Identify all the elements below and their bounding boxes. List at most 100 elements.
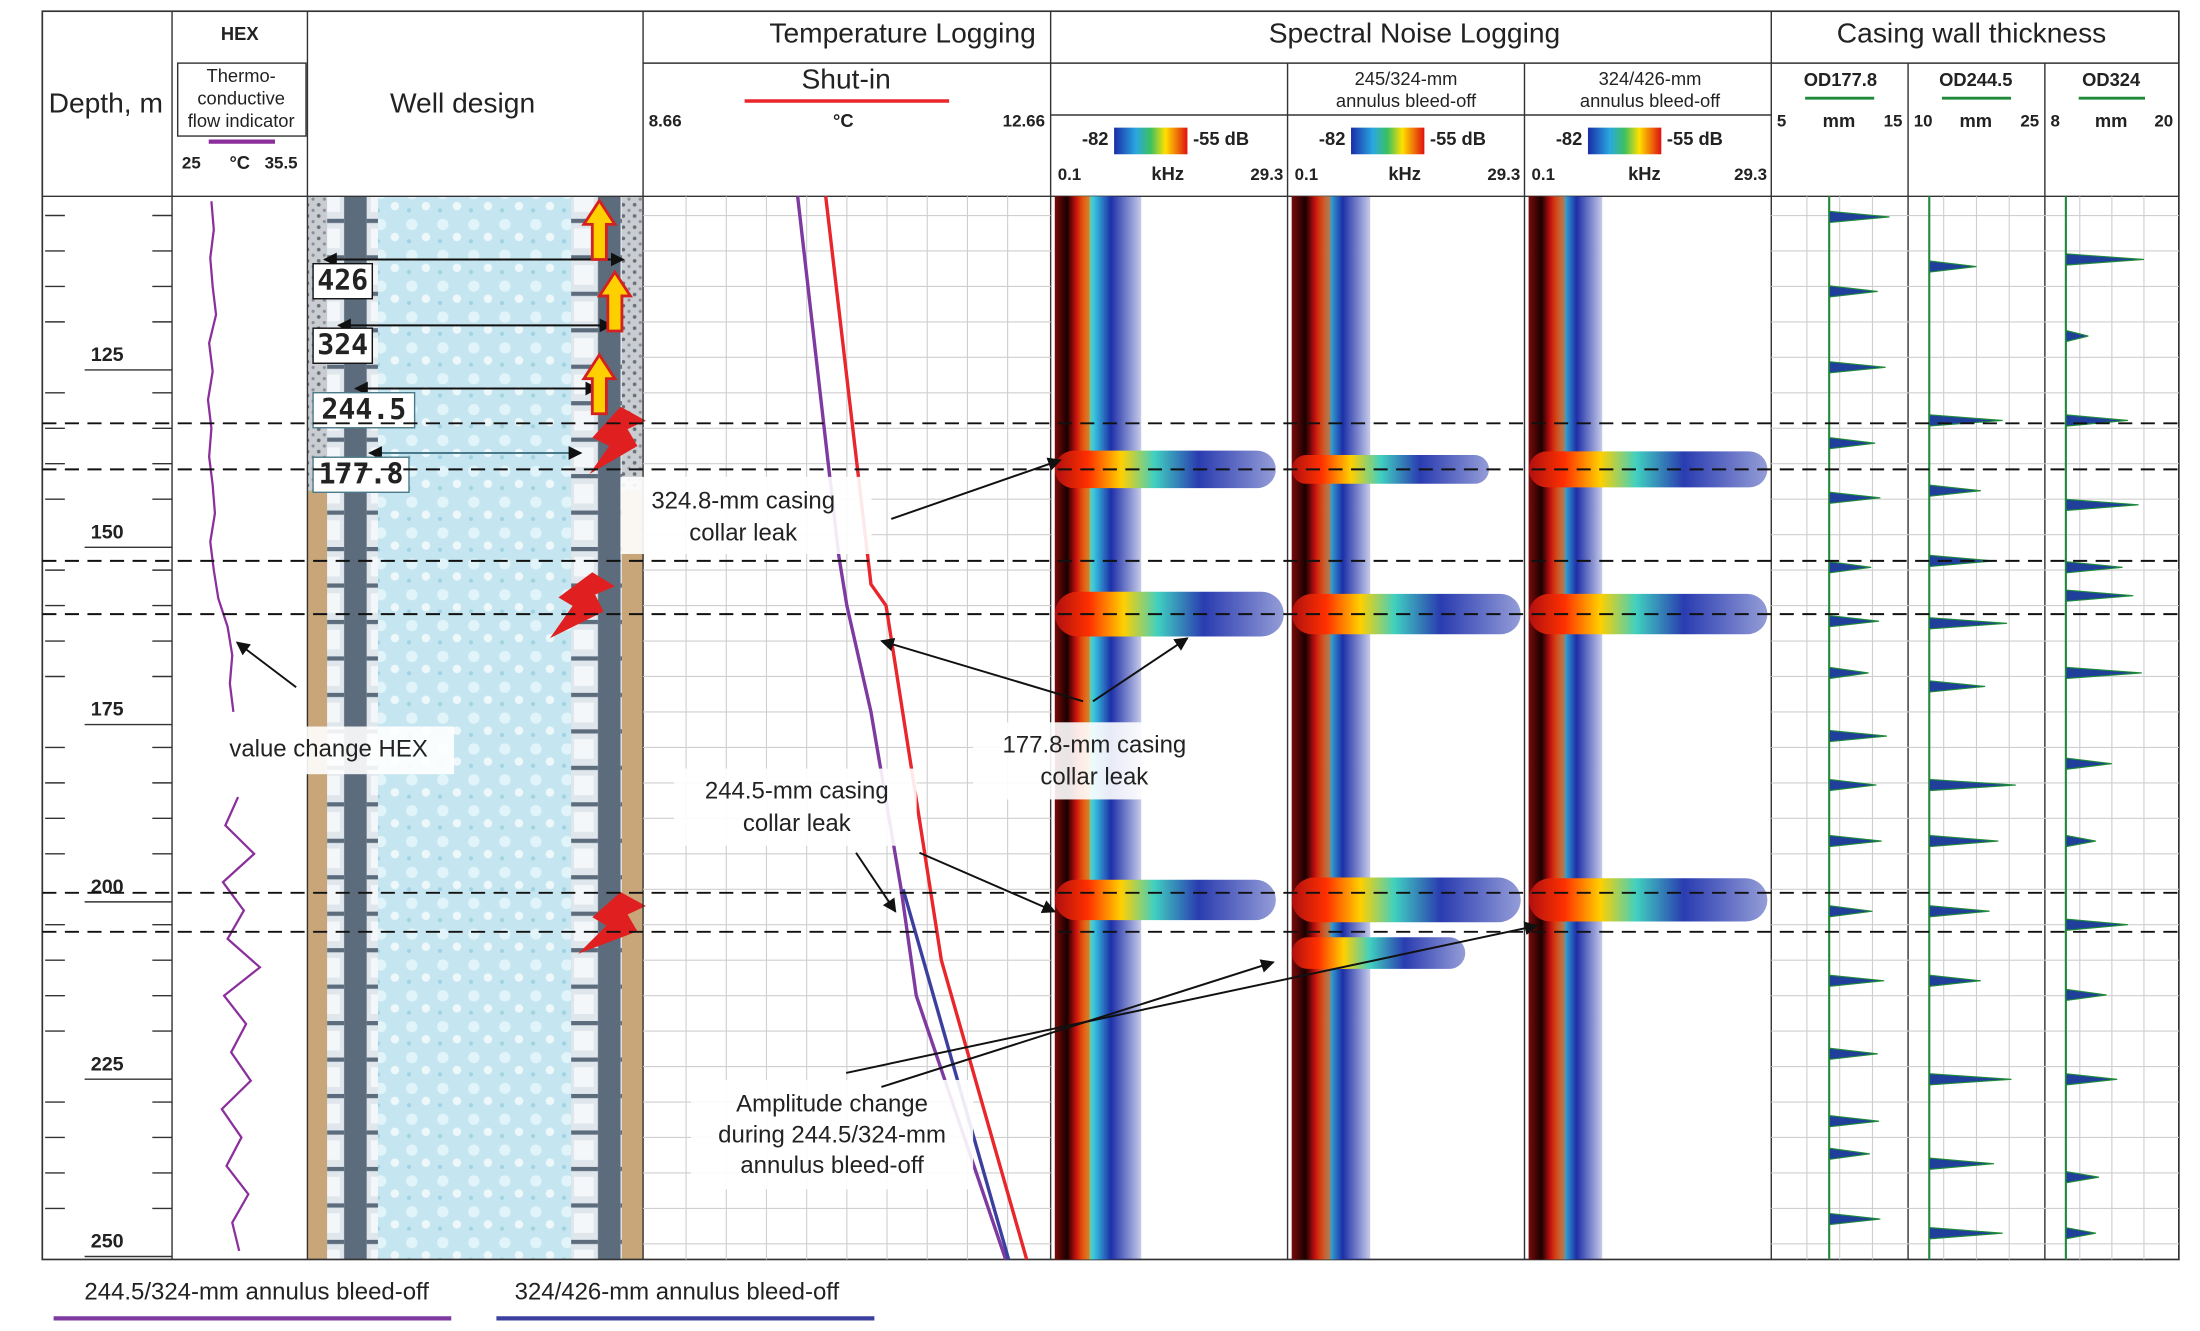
colorbar <box>1587 127 1662 155</box>
collar-spike <box>2065 561 2123 574</box>
collar-spike <box>1928 974 1981 987</box>
title-box <box>176 62 307 137</box>
casing-label: 426 <box>317 264 368 297</box>
colorbar-label: -55 dB <box>1193 128 1249 149</box>
depth-tick-label: 175 <box>91 699 124 721</box>
track-title: OD177.8 <box>1804 69 1877 90</box>
annotation: annulus bleed-off <box>740 1152 924 1179</box>
collar-spike <box>2065 1170 2100 1184</box>
data-line <box>901 888 1011 1260</box>
x-tick-label: 20 <box>2154 112 2173 131</box>
annotation: 244.5-mm casing <box>705 778 889 805</box>
axis-unit: °C <box>229 152 250 173</box>
depth-tick-label: 250 <box>91 1231 124 1253</box>
collar-spike <box>1928 484 1981 497</box>
axis-unit: mm <box>2095 110 2128 131</box>
axis-unit: kHz <box>1388 163 1421 184</box>
x-tick-label: 25 <box>2020 112 2039 131</box>
collar-spike <box>2065 498 2139 512</box>
x-tick-label: 35.5 <box>265 154 298 173</box>
collar-spike <box>1828 210 1890 224</box>
colorbar-label: -55 dB <box>1430 128 1486 149</box>
collar-spike <box>1828 614 1880 628</box>
depth-tick-label: 225 <box>91 1053 124 1075</box>
annotation: 324.8-mm casing <box>651 487 835 514</box>
collar-spike <box>2065 1226 2096 1240</box>
x-tick-label: 5 <box>1777 112 1786 131</box>
legend-label: 244.5/324-mm annulus bleed-off <box>84 1278 429 1305</box>
depth-tick-label: 150 <box>91 521 124 543</box>
noise-core <box>1528 196 1566 1260</box>
collar-spike <box>2065 757 2112 770</box>
axis-unit: mm <box>1823 110 1856 131</box>
x-tick-label: 29.3 <box>1250 165 1283 184</box>
x-tick-label: 8.66 <box>649 112 682 131</box>
collar-spike <box>2065 1073 2118 1086</box>
track-title: OD244.5 <box>1939 69 2012 90</box>
noise-core <box>1291 196 1331 1260</box>
collar-spike <box>2065 666 2142 680</box>
collar-spike <box>1828 729 1887 743</box>
collar-spike <box>1828 1114 1880 1128</box>
well-schematic <box>307 196 646 1260</box>
noise-band <box>1291 877 1521 923</box>
group-title: Spectral Noise Logging <box>1269 18 1560 49</box>
collar-spike <box>1928 260 1977 273</box>
annotation: collar leak <box>1040 764 1148 791</box>
depth-tick-label: 125 <box>91 344 124 366</box>
axis-unit: kHz <box>1151 163 1184 184</box>
annotations: 426 324 244.5 177.8 324.8-mm casing coll… <box>84 264 1539 1305</box>
track-subtitle: flow indicator <box>188 110 295 131</box>
colorbar <box>1351 127 1425 155</box>
track-subtitle: 324/426-mm <box>1599 68 1702 89</box>
colorbar <box>1114 127 1188 155</box>
collar-spike <box>1828 361 1886 374</box>
track-title: HEX <box>221 23 259 44</box>
noise-band <box>1528 878 1768 922</box>
x-tick-label: 15 <box>1884 112 1903 131</box>
collar-spike <box>1828 285 1878 298</box>
depth-tick-label: 200 <box>91 876 124 898</box>
depth-label: Depth, m <box>49 88 163 119</box>
x-tick-label: 0.1 <box>1295 165 1319 184</box>
noise-band <box>1054 591 1284 637</box>
collar-spike <box>1928 834 1999 848</box>
x-tick-label: 29.3 <box>1734 165 1767 184</box>
x-tick-label: 25 <box>182 154 201 173</box>
x-tick-label: 29.3 <box>1487 165 1520 184</box>
track-title: OD324 <box>2082 69 2141 90</box>
colorbar-label: -55 dB <box>1667 128 1723 149</box>
noise-band <box>1291 937 1466 969</box>
collar-spike <box>1828 1212 1881 1226</box>
x-tick-label: 8 <box>2051 112 2060 131</box>
noise-band <box>1054 879 1276 921</box>
collar-spike <box>1828 666 1869 680</box>
noise-band <box>1054 450 1276 489</box>
data-layer: 125 150 175 200 225 250 25 35.5 8.66 12.66 0.1 29.3… <box>42 96 2179 1321</box>
collar-spike <box>1828 1147 1870 1161</box>
track-subtitle: conductive <box>197 87 285 108</box>
annotation: 177.8-mm casing <box>1002 731 1186 758</box>
collar-spike <box>1828 436 1876 450</box>
collar-spike <box>1828 561 1872 574</box>
collar-spike <box>1828 1047 1878 1061</box>
collar-spike <box>2065 988 2107 1002</box>
track-subtitle: 245/324-mm <box>1355 68 1458 89</box>
legend-label: 324/426-mm annulus bleed-off <box>515 1278 840 1305</box>
annotation: collar leak <box>743 810 851 837</box>
x-tick-label: 12.66 <box>1003 112 1045 131</box>
legend-label: Shut-in <box>801 64 890 95</box>
axis-unit: kHz <box>1628 163 1661 184</box>
collar-spike <box>2065 589 2134 602</box>
collar-spike <box>2065 253 2144 266</box>
noise-band <box>1291 455 1490 484</box>
frame <box>41 10 2180 1261</box>
collar-spike <box>1828 974 1885 987</box>
collar-spike <box>1928 617 2008 630</box>
collar-spike <box>1828 834 1882 848</box>
track-title: Well design <box>390 88 535 119</box>
x-tick-label: 10 <box>1914 112 1933 131</box>
colorbar-label: -82 <box>1319 128 1345 149</box>
